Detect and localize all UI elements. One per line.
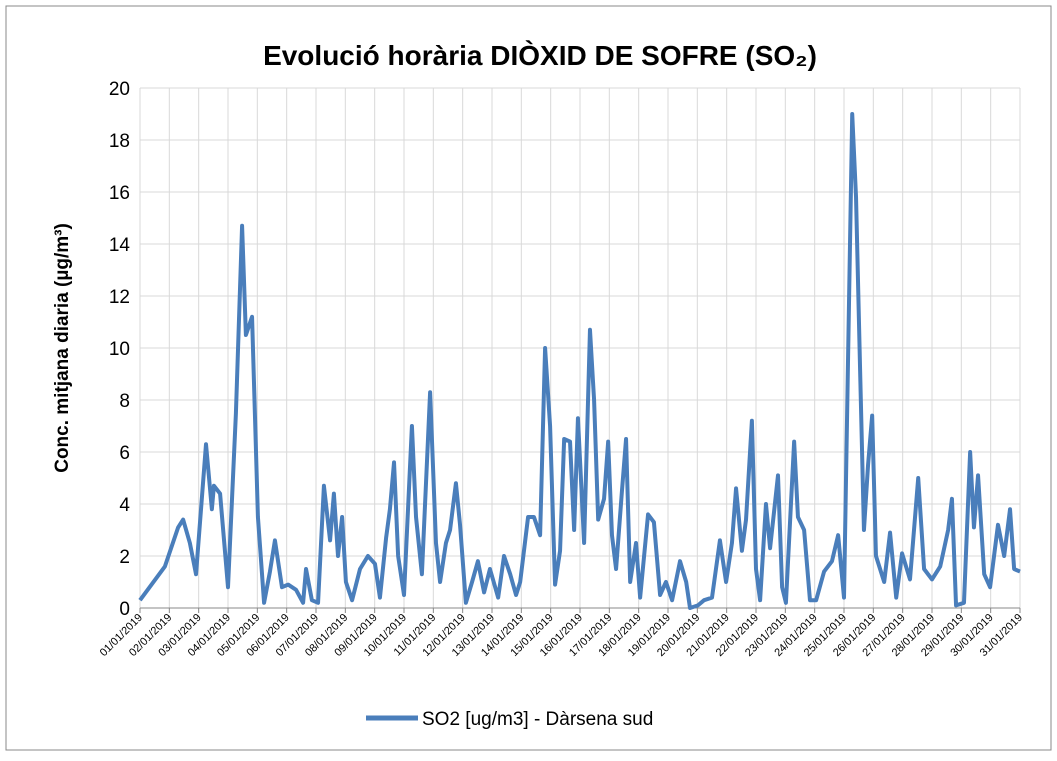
- chart-frame: [5, 5, 1052, 751]
- legend-label: SO2 [ug/m3] - Dàrsena sud: [422, 709, 653, 730]
- chart-title: Evolució horària DIÒXID DE SOFRE (SO₂): [263, 40, 817, 71]
- y-tick-label: 8: [119, 391, 130, 412]
- data-line: [138, 112, 1021, 610]
- y-tick-label: 12: [109, 287, 130, 308]
- y-tick-label: 0: [119, 599, 130, 620]
- y-tick-label: 16: [109, 183, 130, 204]
- y-tick-label: 2: [119, 547, 130, 568]
- y-axis-label: Conc. mitjana diaria (µg/m³): [52, 223, 73, 473]
- y-tick-label: 14: [109, 235, 131, 256]
- y-tick-label: 20: [109, 79, 130, 100]
- y-tick-label: 6: [119, 443, 130, 464]
- y-tick-label: 4: [119, 495, 130, 516]
- y-tick-label: 18: [109, 131, 130, 152]
- y-tick-label: 10: [109, 339, 130, 360]
